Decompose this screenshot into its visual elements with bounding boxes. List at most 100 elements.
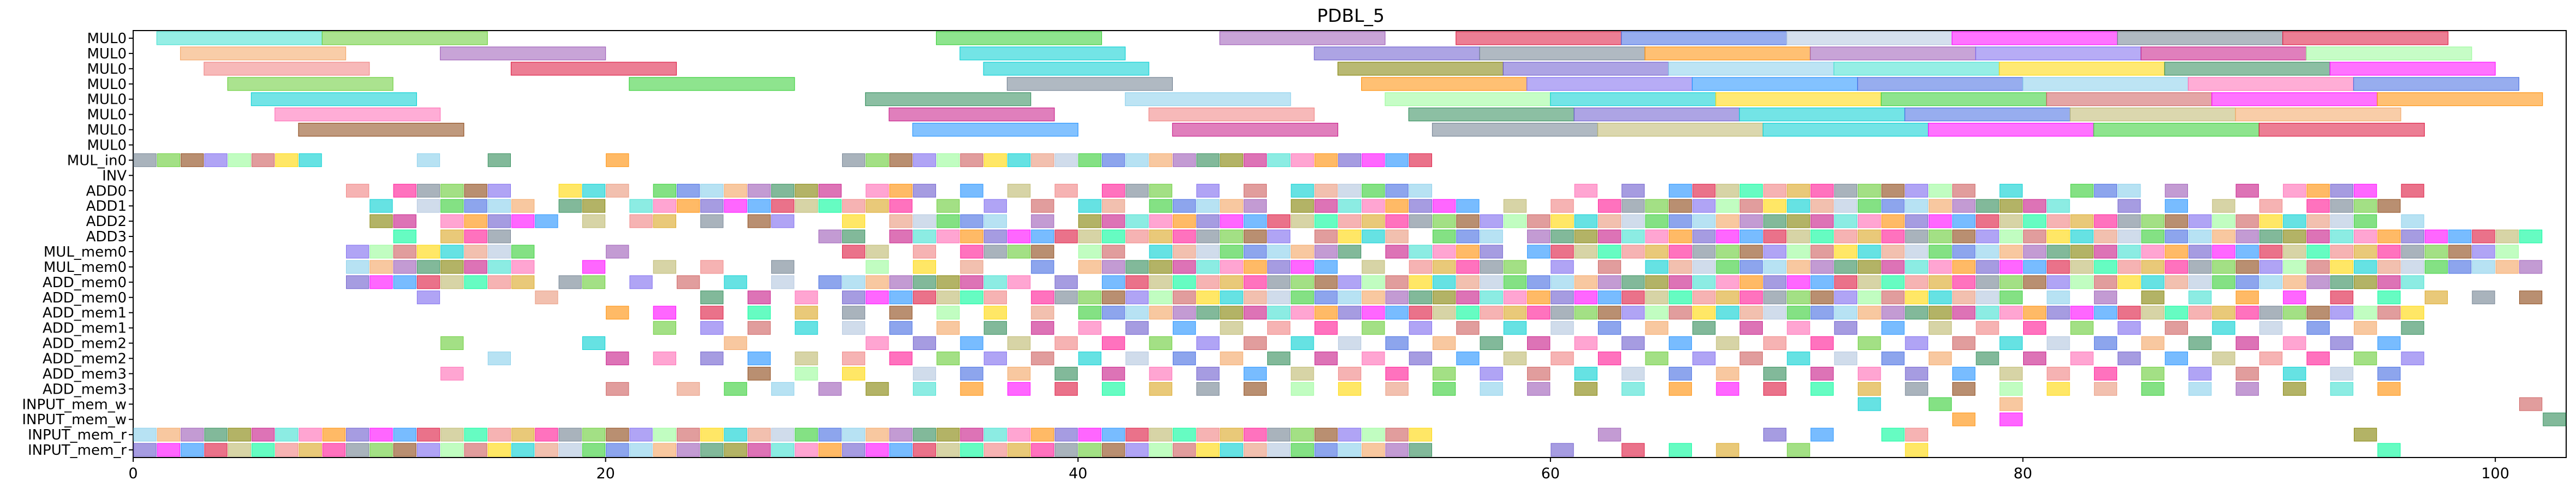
op-block [1054,229,1078,243]
op-block [1172,229,1196,243]
op-block [2047,229,2070,243]
op-block [1763,183,1787,198]
op-block [2283,183,2306,198]
x-tick-label: 100 [2481,465,2509,482]
op-block [2070,214,2094,228]
op-block [2283,336,2306,350]
op-block [1716,382,1739,396]
op-block [2377,229,2401,243]
y-tick-label: MUL0 [87,46,127,62]
op-block [1456,199,1480,213]
op-block [2212,245,2235,259]
op-block [1267,321,1291,335]
op-block [771,214,795,228]
op-block [393,245,416,259]
op-block [842,443,866,457]
op-block [1763,382,1787,396]
op-block [960,290,983,305]
op-block [1385,229,1409,243]
op-block [369,443,393,457]
op-block [1196,306,1220,320]
op-block [2188,260,2212,274]
op-block [1621,229,1645,243]
op-block [889,153,913,167]
op-block [913,443,937,457]
op-block [1432,306,1456,320]
y-tick-label: ADD_mem3 [43,366,127,382]
op-block [818,443,842,457]
op-block [889,306,913,320]
op-block [1267,245,1291,259]
op-block [1338,306,1362,320]
op-block [511,199,535,213]
op-block [2023,352,2047,365]
op-block [1834,306,1858,320]
op-block [1810,229,1834,243]
y-tick-label: INPUT_mem_w [22,396,127,413]
op-block [487,427,511,442]
task-bar [156,31,323,45]
op-block [889,183,913,198]
op-block [1078,321,1102,335]
task-bar [180,46,347,61]
task-bar [629,77,795,91]
op-block [606,427,629,442]
op-block [1810,427,1834,442]
op-block [1267,275,1291,289]
op-block [1551,275,1574,289]
op-block [606,306,629,320]
op-block [1739,306,1763,320]
op-block [1078,245,1102,259]
task-bar [1644,46,1811,61]
op-block [157,153,181,167]
op-block [983,290,1007,305]
op-block [2401,321,2424,335]
op-block [2330,275,2353,289]
task-bar [983,62,1149,76]
op-block [1031,260,1054,274]
y-tick-label: ADD_mem3 [43,381,127,397]
op-block [1763,336,1787,350]
op-block [2118,306,2141,320]
task-bar [2211,92,2378,106]
op-block [1551,245,1574,259]
op-block [2353,245,2377,259]
op-block [2047,275,2070,289]
op-block [1763,275,1787,289]
op-block [2353,199,2377,213]
op-block [724,183,747,198]
op-block [2118,199,2141,213]
y-tick-label: ADD2 [86,213,127,230]
op-block [866,275,889,289]
op-block [1314,306,1338,320]
op-block [818,229,842,243]
op-block [275,443,299,457]
op-block [1928,260,1952,274]
op-block [1314,290,1338,305]
op-block [983,306,1007,320]
op-block [1432,366,1456,381]
op-block [1952,366,1976,381]
op-block [1054,443,1078,457]
op-block [653,352,676,365]
op-block [653,260,676,274]
op-block [1621,443,1645,457]
op-block [1905,366,1928,381]
op-block [2472,229,2495,243]
op-block [1149,427,1172,442]
op-block [2306,352,2330,365]
y-tick-label: INPUT_mem_r [28,427,127,443]
op-block [1243,214,1267,228]
op-block [2377,336,2401,350]
task-bar [2164,62,2330,76]
op-block [2188,275,2212,289]
op-block [1668,275,1692,289]
op-block [2047,306,2070,320]
op-block [983,427,1007,442]
op-block [818,427,842,442]
op-block [1527,245,1551,259]
op-block [1834,199,1858,213]
op-block [1668,199,1692,213]
op-block [747,306,771,320]
op-block [2070,306,2094,320]
